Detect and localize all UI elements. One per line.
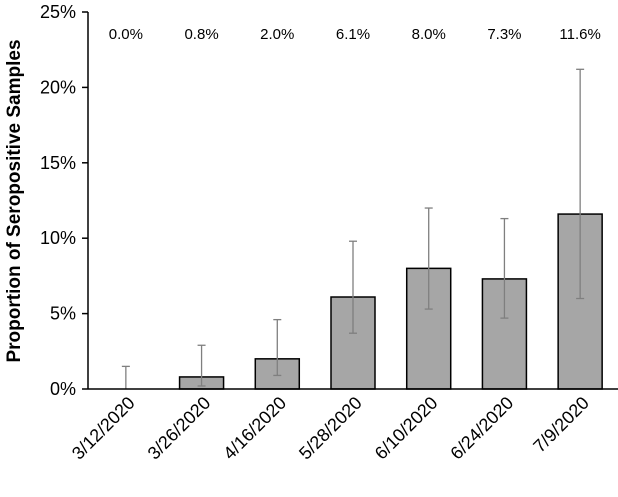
- x-tick-label: 7/9/2020: [529, 393, 593, 457]
- y-tick-label: 20%: [40, 77, 76, 97]
- x-tick-label: 6/24/2020: [446, 393, 517, 464]
- bars: [178, 213, 603, 390]
- x-tick-label: 3/26/2020: [144, 393, 215, 464]
- data-label: 7.3%: [487, 26, 521, 43]
- error-bars: [121, 68, 585, 389]
- x-tick-label: 5/28/2020: [295, 393, 366, 464]
- data-label: 2.0%: [260, 26, 294, 43]
- y-tick-label: 0%: [50, 379, 76, 399]
- y-axis-label: Proportion of Seropositive Samples: [4, 39, 25, 362]
- y-tick-label: 25%: [40, 2, 76, 22]
- x-tick-label: 3/12/2020: [68, 393, 139, 464]
- x-tick-label: 4/16/2020: [219, 393, 290, 464]
- data-label: 8.0%: [412, 26, 446, 43]
- y-tick-label: 15%: [40, 153, 76, 173]
- data-label: 0.0%: [109, 26, 143, 43]
- y-tick-label: 10%: [40, 228, 76, 248]
- data-labels: 0.0% 0.8% 2.0% 6.1% 8.0% 7.3% 11.6%: [109, 26, 601, 43]
- x-axis-ticks: 3/12/2020 3/26/2020 4/16/2020 5/28/2020 6/10…: [68, 393, 593, 464]
- data-label: 11.6%: [559, 26, 600, 43]
- data-label: 0.8%: [184, 26, 218, 43]
- y-tick-label: 5%: [50, 304, 76, 324]
- data-label: 6.1%: [336, 26, 370, 43]
- y-axis-ticks: 0% 5% 10% 15% 20% 25%: [40, 2, 88, 399]
- x-tick-label: 6/10/2020: [371, 393, 442, 464]
